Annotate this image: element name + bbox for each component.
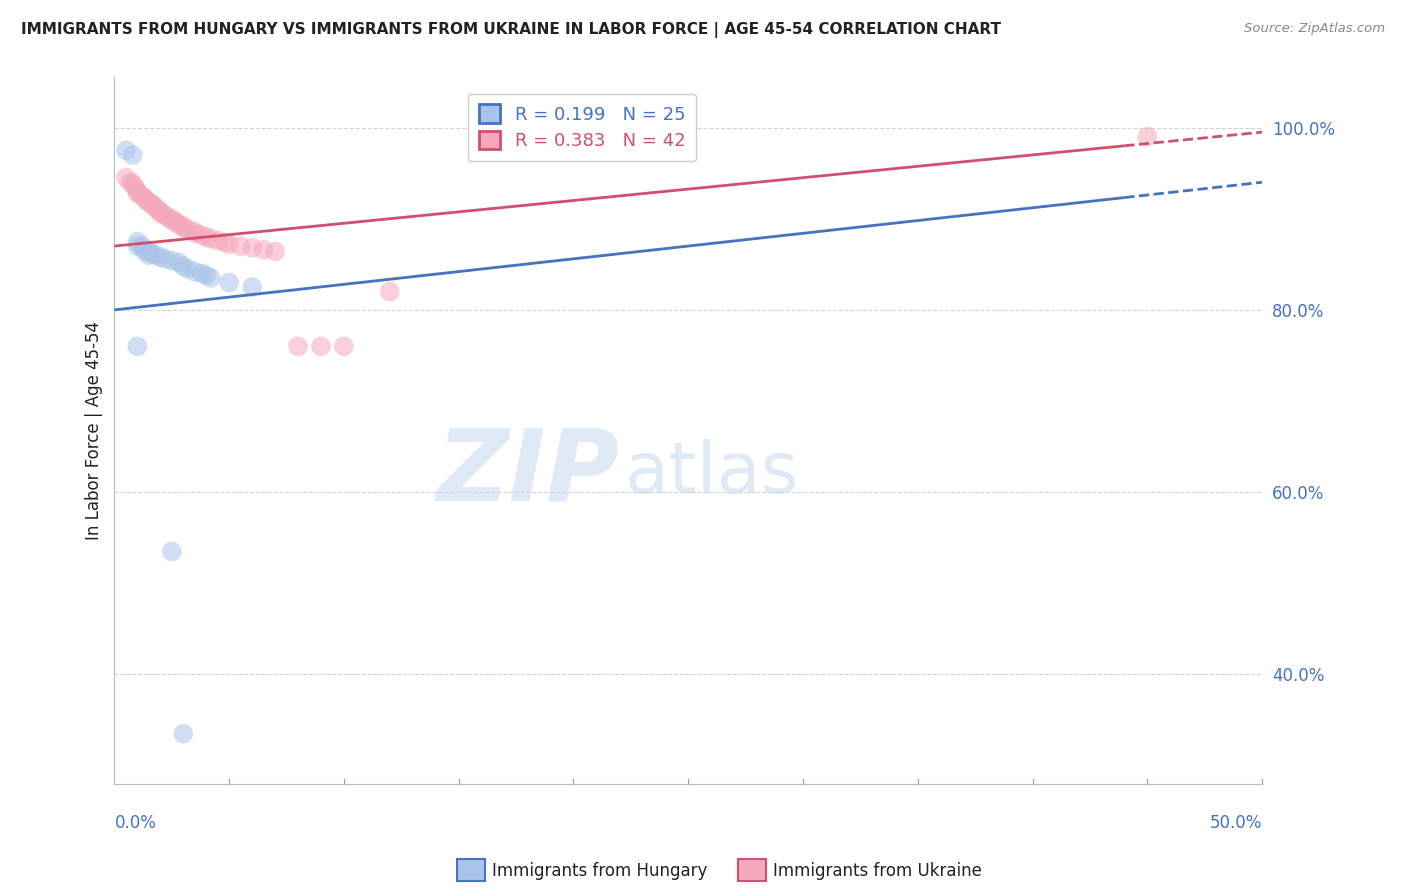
Point	[127, 185, 149, 199]
Point	[252, 243, 274, 257]
Point	[131, 239, 153, 253]
Point	[121, 177, 143, 191]
Point	[127, 339, 149, 353]
Point	[149, 204, 172, 219]
Point	[190, 228, 212, 243]
Point	[309, 339, 332, 353]
Point	[149, 250, 172, 264]
Point	[127, 239, 149, 253]
Point	[142, 198, 165, 212]
Point	[190, 267, 212, 281]
Point	[184, 225, 207, 239]
Point	[218, 237, 240, 252]
Point	[134, 244, 156, 258]
Point	[127, 235, 149, 249]
Point	[139, 246, 162, 260]
Point	[167, 255, 190, 269]
Point	[287, 339, 309, 353]
Text: Source: ZipAtlas.com: Source: ZipAtlas.com	[1244, 22, 1385, 36]
Point	[172, 259, 194, 273]
Point	[145, 201, 167, 215]
Point	[127, 186, 149, 201]
Point	[160, 544, 183, 558]
Point	[214, 235, 236, 250]
Point	[149, 206, 172, 220]
Point	[138, 244, 160, 258]
Point	[378, 285, 401, 299]
Point	[138, 248, 160, 262]
Point	[184, 264, 207, 278]
Legend: R = 0.199   N = 25, R = 0.383   N = 42: R = 0.199 N = 25, R = 0.383 N = 42	[468, 94, 696, 161]
Point	[177, 222, 200, 236]
Point	[165, 215, 187, 229]
Point	[135, 194, 157, 208]
Point	[156, 210, 179, 224]
Point	[195, 230, 218, 244]
Point	[138, 195, 160, 210]
Point	[200, 232, 222, 246]
Point	[200, 271, 222, 285]
Point	[131, 189, 153, 203]
Point	[184, 227, 207, 241]
Point	[172, 220, 194, 235]
Point	[153, 252, 176, 266]
Point	[333, 339, 356, 353]
Point	[207, 234, 229, 248]
Text: atlas: atlas	[626, 439, 800, 508]
Point	[195, 268, 218, 283]
Point	[160, 253, 183, 268]
Point	[160, 213, 183, 227]
Point	[124, 179, 146, 194]
Point	[218, 276, 240, 290]
Point	[240, 280, 263, 294]
Point	[146, 202, 169, 217]
Point	[264, 244, 287, 259]
Point	[240, 241, 263, 255]
Y-axis label: In Labor Force | Age 45-54: In Labor Force | Age 45-54	[86, 321, 103, 541]
Text: ZIP: ZIP	[436, 425, 620, 522]
Point	[167, 217, 190, 231]
Point	[145, 248, 167, 262]
Text: 50.0%: 50.0%	[1209, 814, 1263, 832]
Point	[115, 170, 138, 185]
Point	[160, 211, 183, 226]
Point	[172, 727, 194, 741]
Point	[172, 219, 194, 233]
Point	[229, 239, 252, 253]
Point	[177, 261, 200, 276]
Text: Immigrants from Hungary: Immigrants from Hungary	[492, 862, 707, 880]
Text: Immigrants from Ukraine: Immigrants from Ukraine	[773, 862, 983, 880]
Point	[120, 175, 142, 189]
Point	[1136, 129, 1159, 144]
Text: 0.0%: 0.0%	[114, 814, 156, 832]
Point	[121, 148, 143, 162]
Point	[134, 191, 156, 205]
Point	[153, 208, 176, 222]
Point	[115, 144, 138, 158]
Text: IMMIGRANTS FROM HUNGARY VS IMMIGRANTS FROM UKRAINE IN LABOR FORCE | AGE 45-54 CO: IMMIGRANTS FROM HUNGARY VS IMMIGRANTS FR…	[21, 22, 1001, 38]
Point	[139, 197, 162, 211]
